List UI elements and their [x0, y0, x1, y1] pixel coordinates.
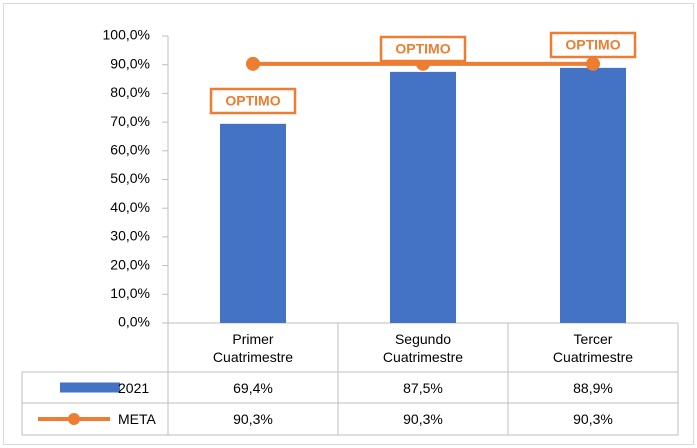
table-value-text: 90,3%: [403, 411, 443, 427]
legend-label-text: 2021: [118, 379, 150, 396]
legend-label-text: META: [118, 411, 156, 427]
table-value-text: 90,3%: [233, 411, 273, 427]
table-value: 87,5%: [338, 372, 508, 403]
y-tick-label: 90,0%: [110, 55, 150, 71]
table-value-text: 90,3%: [573, 411, 613, 427]
annotation-box: [549, 31, 637, 59]
y-tick-label: 20,0%: [110, 256, 150, 272]
x-tick-label: Tercer Cuatrimestre: [543, 323, 643, 372]
y-tick-label: 10,0%: [110, 285, 150, 301]
legend-label: META: [118, 403, 168, 435]
annotation-box: [209, 87, 297, 115]
table-value: 69,4%: [168, 372, 338, 403]
x-tick-label-text: Segundo Cuatrimestre: [382, 330, 464, 365]
annotation: OPTIMO: [565, 37, 620, 53]
line-marker: [586, 56, 600, 71]
legend-key: [60, 382, 120, 393]
y-tick-label: 80,0%: [110, 84, 150, 100]
bar: [560, 67, 626, 324]
legend-label: 2021: [118, 372, 168, 403]
x-tick-label: Primer Cuatrimestre: [203, 323, 303, 372]
x-tick-label: Segundo Cuatrimestre: [373, 323, 473, 372]
y-tick-label: 40,0%: [110, 199, 150, 215]
legend-key-marker: [68, 413, 80, 425]
table-value-text: 87,5%: [403, 379, 443, 396]
annotation: OPTIMO: [225, 93, 280, 109]
bar: [390, 71, 456, 323]
table-value-text: 69,4%: [233, 379, 273, 396]
y-tick-label: 50,0%: [110, 170, 150, 186]
annotation: OPTIMO: [395, 41, 450, 57]
y-tick-label: 30,0%: [110, 228, 150, 244]
line-marker: [246, 56, 260, 71]
x-tick-label-text: Tercer Cuatrimestre: [552, 330, 634, 365]
y-tick-label: 0,0%: [118, 314, 150, 330]
table-value: 88,9%: [508, 372, 678, 403]
table-value: 90,3%: [338, 403, 508, 435]
y-tick-label: 60,0%: [110, 142, 150, 158]
table-value-text: 88,9%: [573, 379, 613, 396]
bar: [220, 123, 286, 324]
y-tick-label: 100,0%: [103, 27, 150, 43]
table-value: 90,3%: [168, 403, 338, 435]
x-tick-label-text: Primer Cuatrimestre: [212, 330, 294, 365]
table-value: 90,3%: [508, 403, 678, 435]
annotation-box: [379, 35, 467, 63]
y-tick-label: 70,0%: [110, 113, 150, 129]
